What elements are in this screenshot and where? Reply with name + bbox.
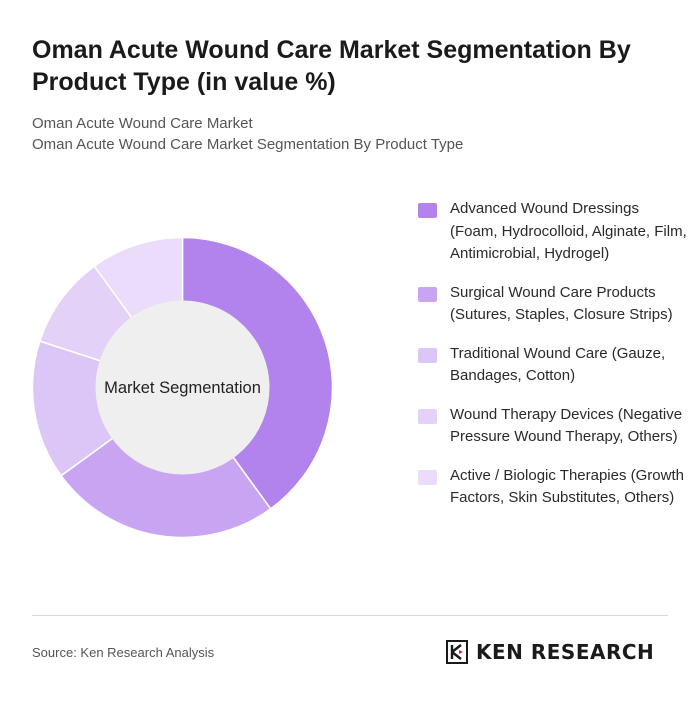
chart-subtitle: Oman Acute Wound Care Market Oman Acute … xyxy=(32,113,672,155)
legend-swatch-5 xyxy=(418,469,437,485)
legend-item-3: Traditional Wound Care (Gauze, Bandages,… xyxy=(418,343,688,388)
legend-swatch-4 xyxy=(418,408,437,424)
legend-label-3: Traditional Wound Care (Gauze, Bandages,… xyxy=(450,344,666,385)
footer-divider xyxy=(32,615,668,616)
legend-label-1: Advanced Wound Dressings (Foam, Hydrocol… xyxy=(450,200,687,262)
legend-item-2: Surgical Wound Care Products (Sutures, S… xyxy=(418,282,688,327)
ken-research-logo: KEN RESEARCH xyxy=(446,640,654,664)
legend-label-2: Surgical Wound Care Products (Sutures, S… xyxy=(450,283,673,324)
legend-label-4: Wound Therapy Devices (Negative Pressure… xyxy=(450,405,683,446)
legend-swatch-1 xyxy=(418,203,437,218)
ken-research-logo-icon xyxy=(446,640,468,664)
subtitle-line-1: Oman Acute Wound Care Market xyxy=(32,115,253,132)
ken-research-logo-text: KEN RESEARCH xyxy=(476,640,655,664)
chart-legend: Advanced Wound Dressings (Foam, Hydrocol… xyxy=(418,198,688,526)
legend-item-4: Wound Therapy Devices (Negative Pressure… xyxy=(418,404,688,449)
donut-chart: Market Segmentation xyxy=(31,236,334,539)
donut-center-label: Market Segmentation xyxy=(104,379,261,397)
subtitle-line-2: Oman Acute Wound Care Market Segmentatio… xyxy=(32,136,464,153)
legend-label-5: Active / Biologic Therapies (Growth Fact… xyxy=(450,466,684,507)
legend-item-5: Active / Biologic Therapies (Growth Fact… xyxy=(418,465,688,510)
chart-title: Oman Acute Wound Care Market Segmentatio… xyxy=(32,36,631,96)
legend-swatch-3 xyxy=(418,347,437,363)
legend-item-1: Advanced Wound Dressings (Foam, Hydrocol… xyxy=(418,198,688,266)
donut-center xyxy=(95,300,270,475)
legend-swatch-2 xyxy=(418,286,437,302)
source-note: Source: Ken Research Analysis xyxy=(32,645,215,660)
